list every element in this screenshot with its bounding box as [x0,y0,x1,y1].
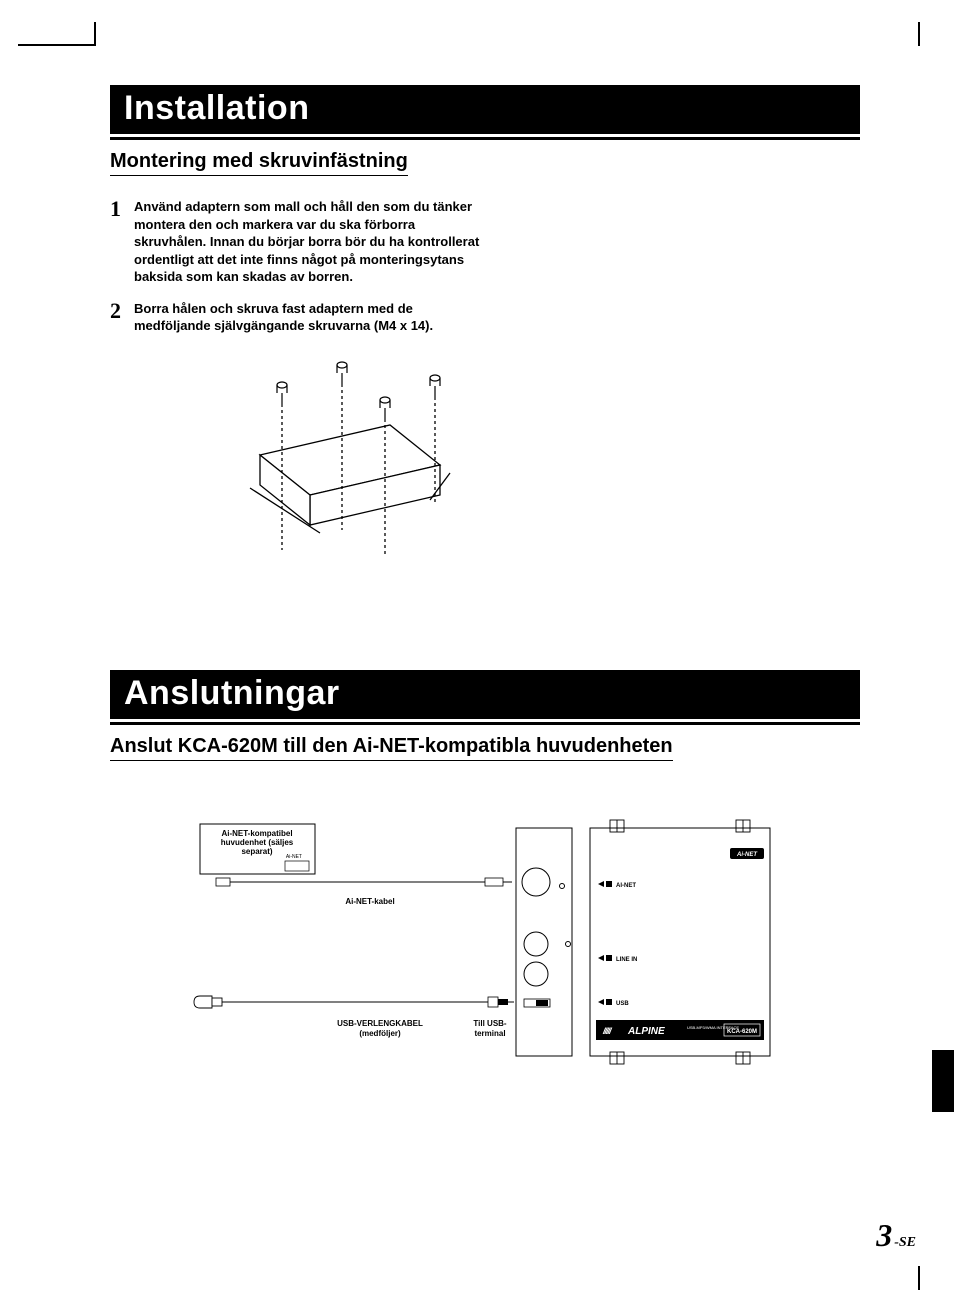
usb-terminal-label-b: terminal [474,1029,505,1038]
ai-net-cable-label: Ai-NET-kabel [345,897,394,906]
port-usb-label: USB [616,1001,629,1007]
figure-mounting-diagram [190,355,860,580]
step-text: Borra hålen och skruva fast adaptern med… [134,300,480,335]
step-1: 1 Använd adaptern som mall och håll den … [110,198,480,286]
step-text: Använd adaptern som mall och håll den so… [134,198,480,286]
step-number: 2 [110,300,134,335]
step-number: 1 [110,198,134,286]
figure-connection-diagram: Ai-NET-kompatibelhuvudenhet (säljessepar… [190,816,860,1081]
ai-net-badge: Ai-NET [736,852,758,858]
section-connections: Anslutningar Anslut KCA-620M till den Ai… [110,670,860,1081]
mounting-svg [190,355,490,575]
crop-mark [918,1266,920,1290]
rule [110,722,860,725]
section-title-installation: Installation [110,85,860,134]
port-line-in-label: LINE IN [616,957,637,963]
subheading-mounting: Montering med skruvinfästning [110,150,408,176]
port-ai-net-label: AI-NET [616,883,636,889]
usb-cable-label-a: USB-VERLENGKABEL [337,1019,423,1028]
device-model: KCA-620M [727,1029,757,1035]
install-steps: 1 Använd adaptern som mall och håll den … [110,198,480,335]
usb-terminal-label-a: Till USB- [473,1019,507,1028]
crop-mark [18,44,94,46]
device-brand: ALPINE [627,1026,665,1037]
ai-net-small-label: Ai-NET [286,854,302,860]
crop-mark [918,22,920,46]
page-content: Installation Montering med skruvinfästni… [110,85,860,1081]
rule [110,137,860,140]
side-tab [932,1050,954,1112]
section-title-connections: Anslutningar [110,670,860,719]
page-number-suffix: -SE [894,1235,916,1250]
crop-mark [94,22,96,46]
page-number-digit: 3 [876,1217,892,1253]
subheading-connect: Anslut KCA-620M till den Ai-NET-kompatib… [110,735,673,761]
connection-svg: Ai-NET-kompatibelhuvudenhet (säljessepar… [190,816,780,1076]
step-2: 2 Borra hålen och skruva fast adaptern m… [110,300,480,335]
page-number: 3-SE [876,1217,916,1254]
usb-cable-label-b: (medföljer) [359,1029,401,1038]
